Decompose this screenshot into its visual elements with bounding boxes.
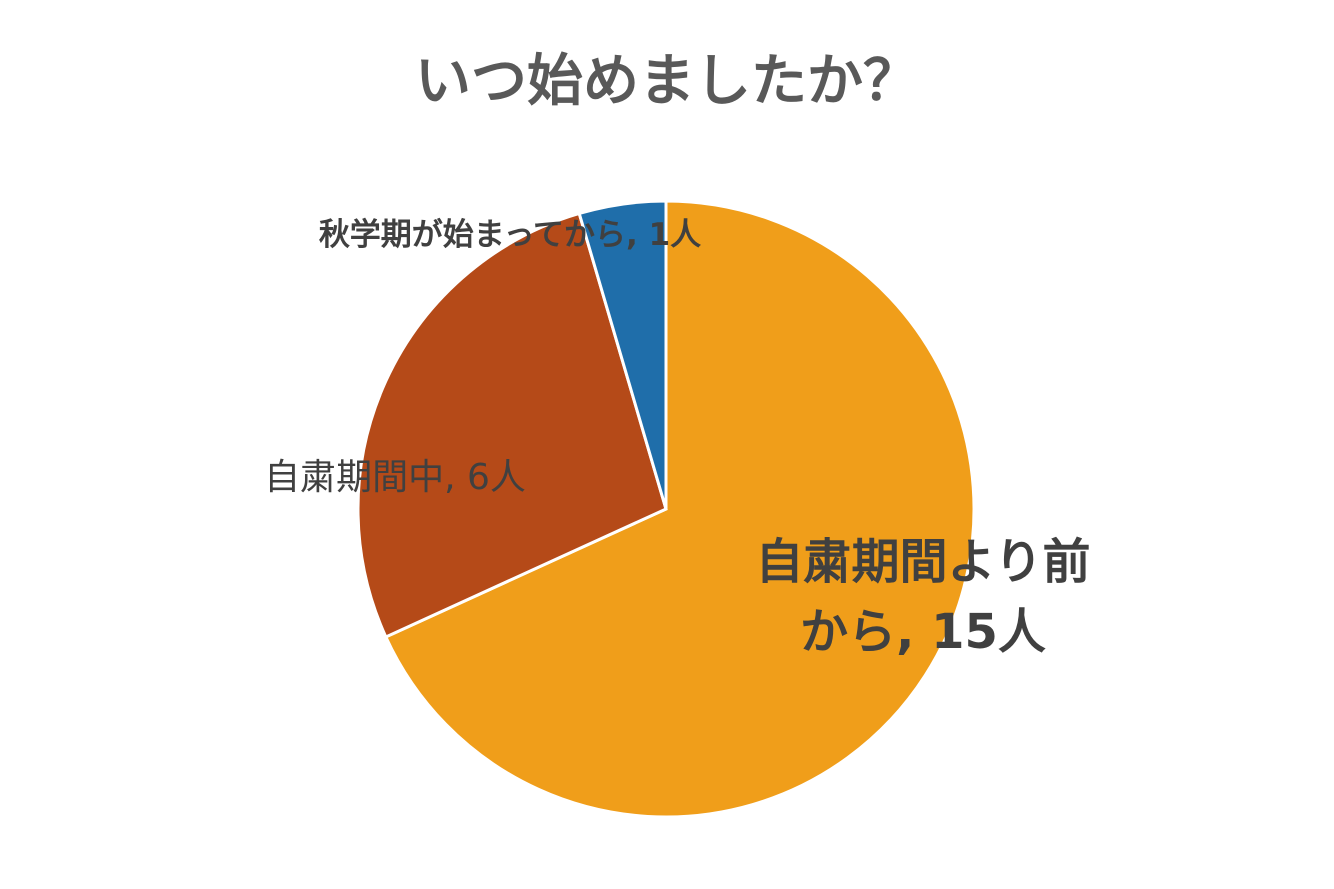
pie-slice <box>356 211 668 639</box>
pie-slice <box>383 199 976 819</box>
data-label: 秋学期が始まってから, 1人 <box>318 217 702 253</box>
data-label: 自粛期間中, 6人 <box>264 457 526 498</box>
chart-title: いつ始めましたか？ <box>415 49 919 114</box>
data-label: 自粛期間より前から, 15人 <box>755 534 1091 660</box>
pie-slice <box>577 199 668 510</box>
